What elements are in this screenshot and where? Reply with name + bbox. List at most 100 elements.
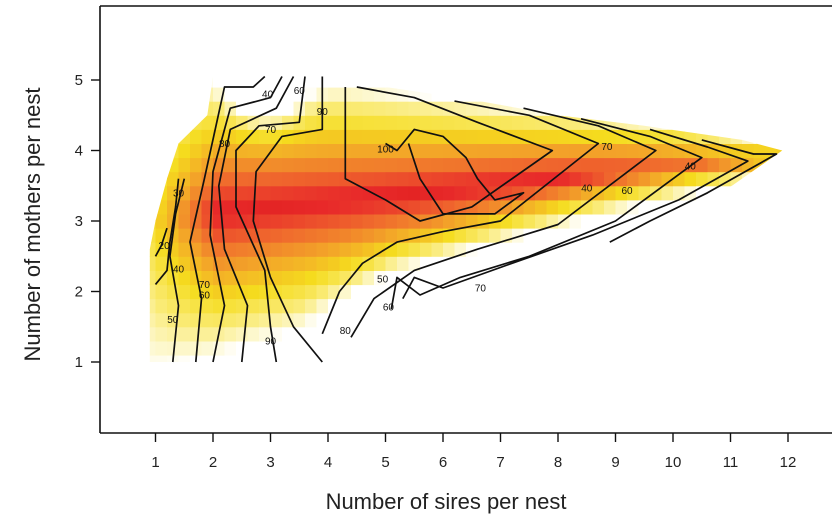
heatmap-cell [788, 143, 800, 158]
heatmap-cell [236, 157, 249, 173]
heatmap-cell [684, 101, 697, 116]
heatmap-cell [374, 185, 387, 201]
heatmap-cell [316, 298, 329, 314]
heatmap-cell [477, 298, 490, 314]
heatmap-cell [558, 87, 571, 102]
heatmap-cell [512, 298, 525, 314]
heatmap-cell [293, 171, 306, 187]
heatmap-cell [305, 228, 318, 243]
heatmap-cell [546, 87, 559, 102]
heatmap-cell [328, 59, 340, 74]
heatmap-cell [581, 76, 594, 88]
heatmap-cell [454, 185, 467, 201]
heatmap-cell [489, 59, 501, 74]
heatmap-cell [236, 171, 249, 187]
heatmap-cell [638, 115, 651, 130]
heatmap-cell [581, 284, 594, 300]
heatmap-cell [270, 270, 283, 286]
heatmap-cell [592, 213, 605, 229]
heatmap-cell [765, 185, 778, 201]
heatmap-cell [627, 143, 640, 159]
heatmap-cell [282, 242, 295, 257]
heatmap-cell [466, 312, 479, 328]
heatmap-cell [638, 76, 651, 88]
heatmap-cell [190, 87, 203, 102]
heatmap-cell [374, 242, 387, 257]
heatmap-cell [328, 157, 341, 173]
heatmap-cell [339, 228, 352, 243]
heatmap-cell [149, 312, 157, 328]
heatmap-cell [696, 270, 709, 286]
contour-label: 80 [219, 139, 231, 150]
contour-label: 70 [475, 284, 487, 295]
heatmap-cell [489, 270, 502, 286]
heatmap-cell [730, 326, 743, 342]
heatmap-cell [650, 59, 662, 74]
heatmap-cell [443, 115, 456, 130]
heatmap-cell [707, 199, 720, 215]
heatmap-cell [408, 228, 421, 243]
heatmap-cell [316, 213, 329, 229]
heatmap-cell [742, 298, 755, 314]
heatmap-cell [420, 59, 432, 74]
heatmap-cell [753, 270, 766, 286]
heatmap-cell [535, 199, 548, 215]
heatmap-cell [247, 115, 260, 130]
heatmap-cell [362, 171, 375, 187]
heatmap-cell [788, 313, 800, 328]
heatmap-cell [800, 101, 812, 116]
heatmap-cell [788, 200, 800, 215]
heatmap-cell [351, 129, 364, 144]
heatmap-cell [512, 59, 524, 74]
heatmap-cell [753, 199, 766, 215]
heatmap-cell [523, 242, 536, 257]
heatmap-cell [765, 115, 778, 130]
heatmap-cell [477, 354, 490, 362]
heatmap-cell [259, 59, 271, 74]
contour-label: 40 [262, 90, 274, 101]
heatmap-cell [328, 213, 341, 229]
heatmap-cell [581, 87, 594, 102]
heatmap-cell [420, 340, 433, 356]
heatmap-cell [328, 115, 341, 130]
heatmap-cell [765, 228, 778, 243]
heatmap-cell [788, 256, 800, 271]
heatmap-cell [351, 199, 364, 215]
heatmap-cell [248, 59, 260, 74]
heatmap-cell [362, 340, 375, 356]
heatmap-cell [374, 256, 387, 271]
heatmap-cell [408, 157, 421, 173]
heatmap-cell [431, 115, 444, 130]
heatmap-cell [408, 326, 421, 342]
heatmap-cell [661, 143, 674, 159]
heatmap-cell [546, 185, 559, 201]
contour-line [209, 76, 283, 363]
heatmap-cell [201, 242, 214, 257]
heatmap-cell [753, 284, 766, 300]
contour-label: 50 [377, 274, 389, 285]
heatmap-cell [535, 171, 548, 187]
heatmap-cell [339, 340, 352, 356]
heatmap-cell [178, 87, 191, 102]
heatmap-cell [776, 87, 783, 102]
heatmap-cell [328, 256, 341, 271]
heatmap-cell [650, 312, 663, 328]
heatmap-cell [500, 157, 513, 173]
heatmap-cell [592, 76, 605, 88]
heatmap-cell [374, 298, 387, 314]
heatmap-cell [397, 213, 410, 229]
heatmap-cell [638, 171, 651, 187]
heatmap-cell [523, 143, 536, 159]
heatmap-cell [224, 76, 237, 88]
heatmap-cell [466, 298, 479, 314]
heatmap-cell [385, 242, 398, 257]
heatmap-cell [569, 101, 582, 116]
heatmap-cell [546, 284, 559, 300]
heatmap-cell [707, 354, 720, 362]
heatmap-cell [190, 101, 203, 116]
heatmap-cell [420, 115, 433, 130]
contour-label: 60 [199, 291, 211, 302]
heatmap-cell [765, 143, 778, 159]
heatmap-cell [523, 270, 536, 286]
heatmap-cell [512, 87, 525, 102]
